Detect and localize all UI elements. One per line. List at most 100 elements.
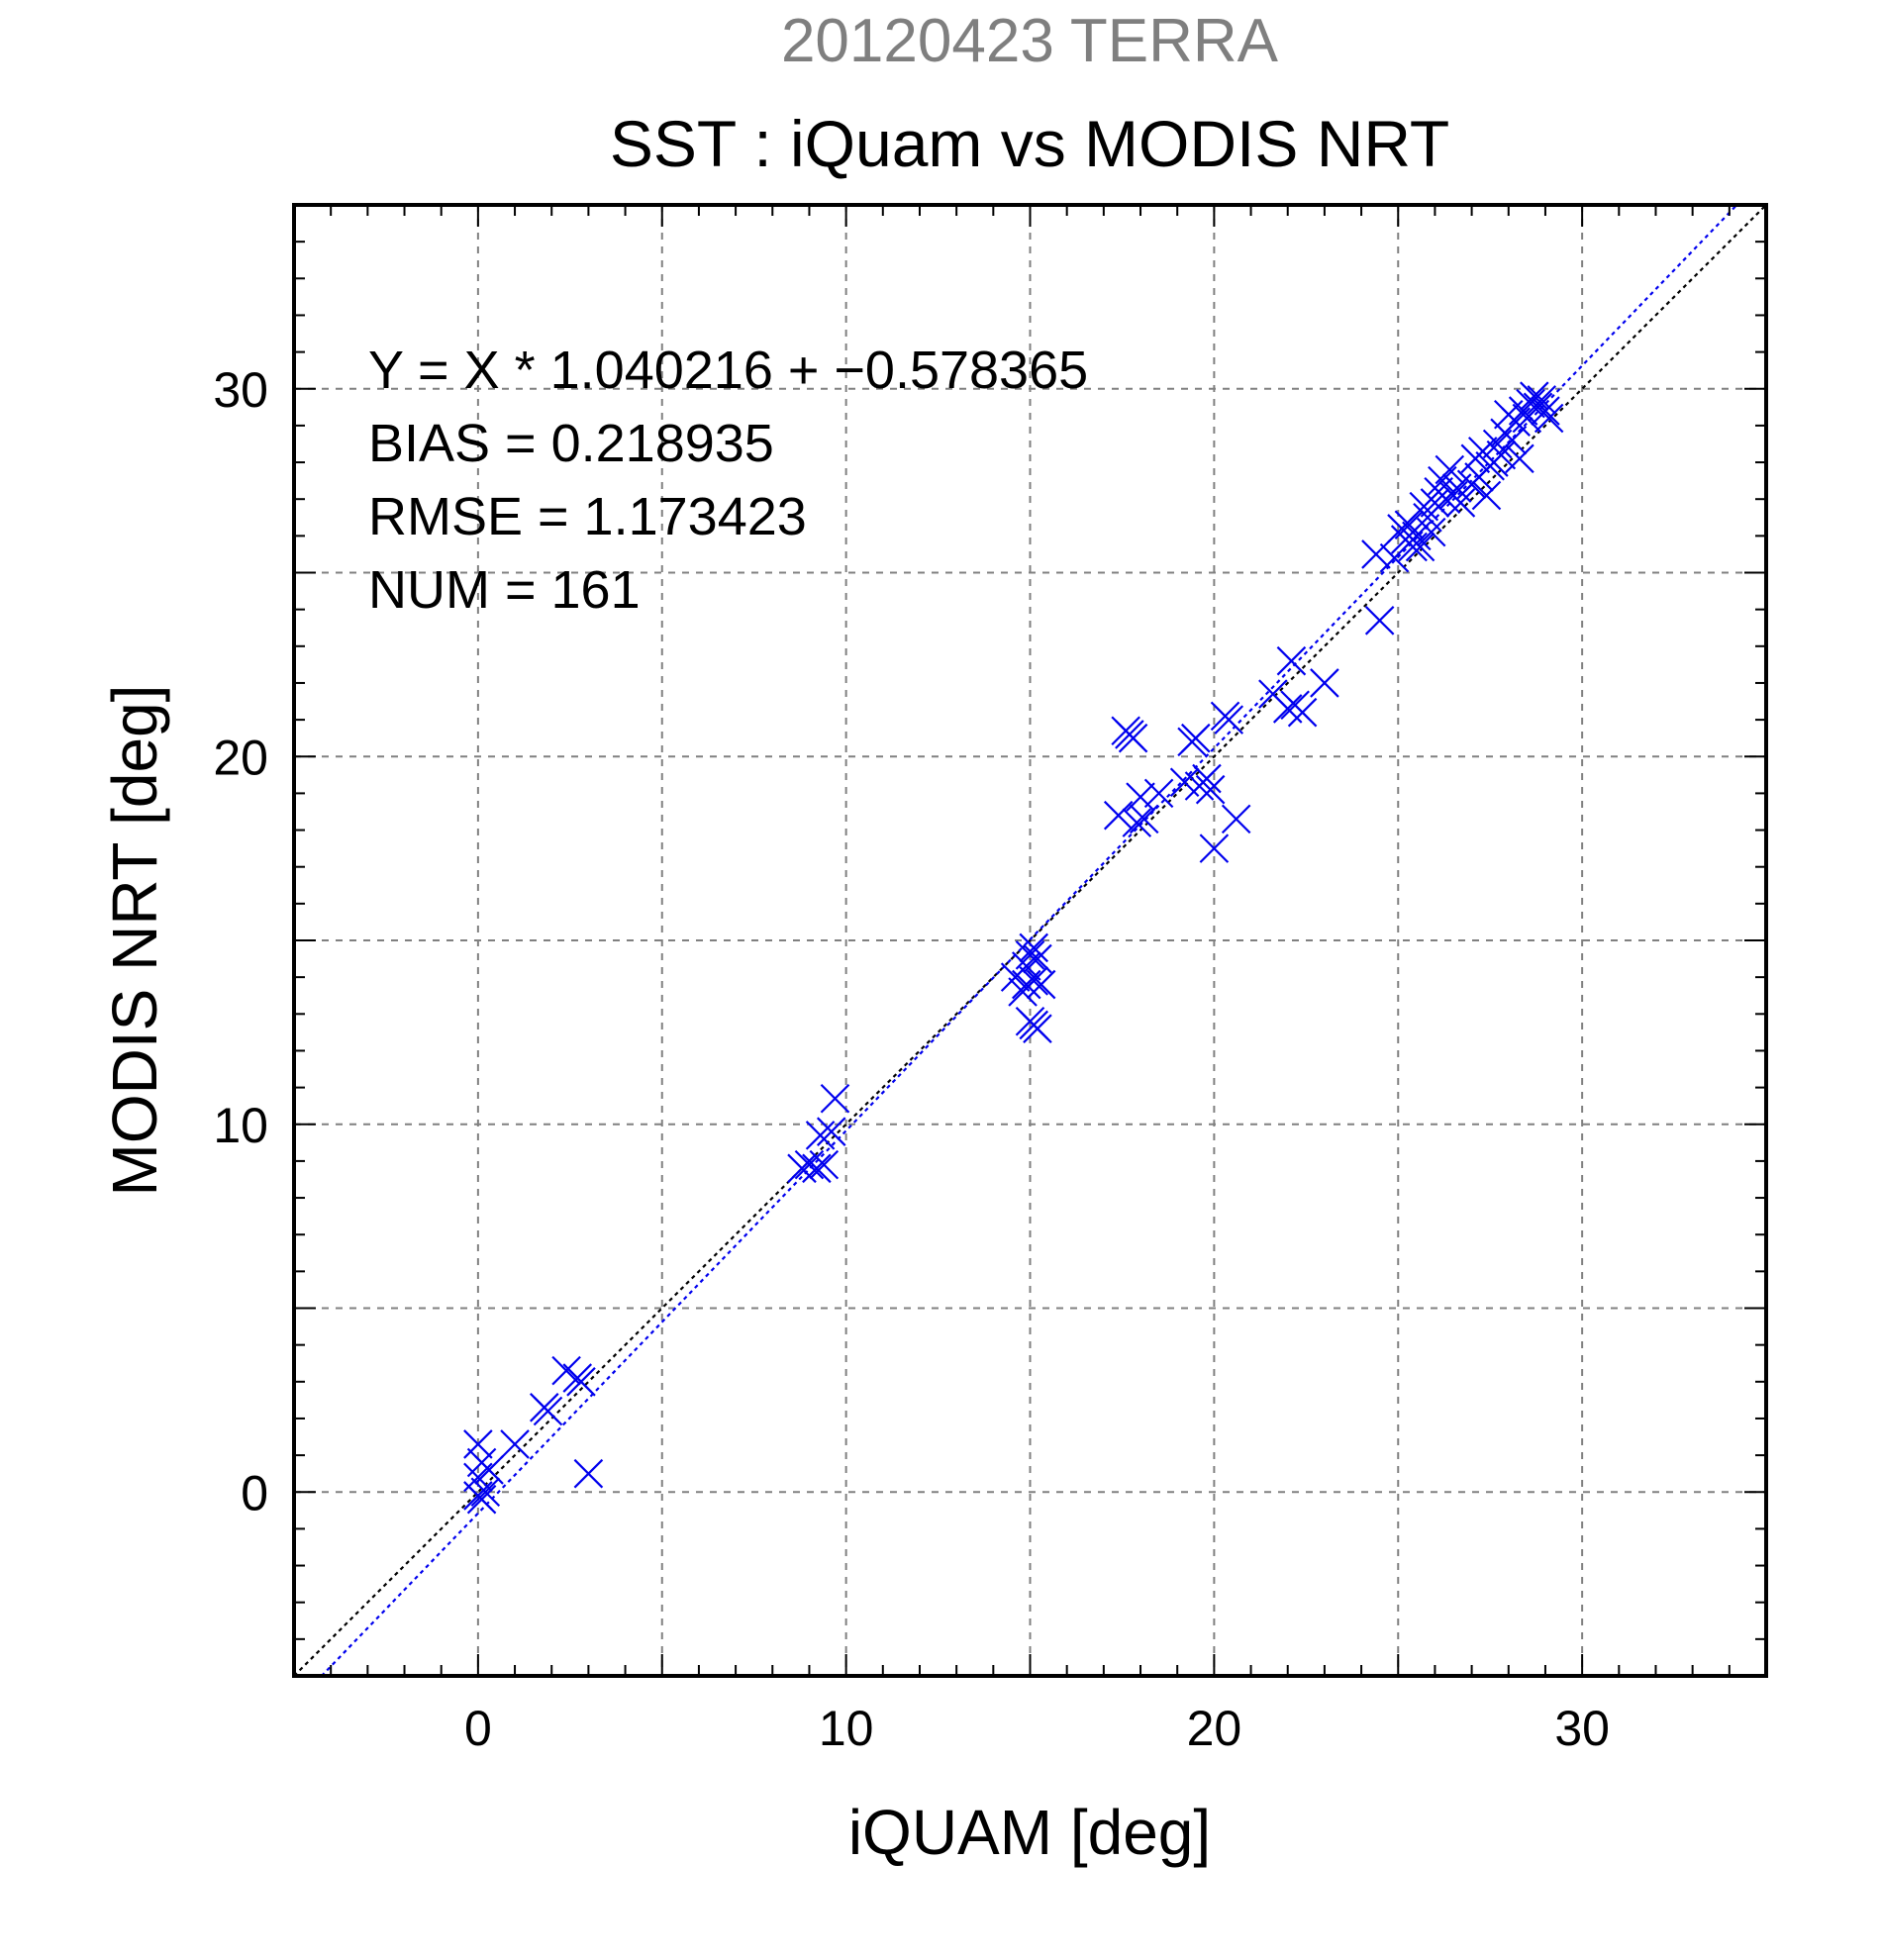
data-point-stroke: [820, 1083, 850, 1114]
data-point: [1531, 396, 1560, 426]
data-point-stroke: [1416, 517, 1446, 547]
y-tick-label: 10: [213, 1098, 268, 1153]
data-point: [1122, 808, 1152, 837]
data-point-stroke: [1118, 723, 1148, 753]
tick-labels: 0 10 20 30 0 10 20 30: [213, 362, 1610, 1756]
chart-subtitle: 20120423 TERRA: [781, 7, 1279, 75]
data-point: [1103, 800, 1134, 831]
data-point-stroke: [1516, 388, 1545, 419]
y-tick-label: 30: [213, 362, 268, 418]
data-point-stroke: [1310, 668, 1339, 698]
data-point-stroke: [1435, 454, 1465, 485]
data-point: [1361, 539, 1391, 569]
data-point-stroke: [1214, 705, 1244, 735]
data-point: [1143, 778, 1174, 809]
data-point: [463, 1481, 493, 1511]
stats-rmse: RMSE = 1.173423: [368, 487, 807, 546]
data-point: [500, 1429, 530, 1459]
data-point-stroke: [1192, 763, 1222, 794]
data-point-stroke: [1122, 808, 1152, 837]
data-point: [1416, 517, 1446, 547]
data-point-stroke: [1272, 694, 1303, 724]
data-point: [1019, 932, 1048, 963]
data-point: [1276, 645, 1307, 676]
data-point-stroke: [1012, 951, 1041, 981]
data-point: [1012, 951, 1041, 981]
data-point-stroke: [1181, 723, 1211, 753]
data-point-stroke: [1143, 778, 1174, 809]
y-tick-label: 0: [241, 1465, 268, 1520]
data-point-stroke: [1015, 940, 1045, 970]
data-point-stroke: [787, 1153, 817, 1184]
x-tick-label: 0: [464, 1701, 492, 1756]
data-point: [1398, 532, 1428, 562]
data-point-stroke: [1505, 443, 1534, 474]
data-point: [1471, 480, 1502, 511]
data-point-stroke: [551, 1355, 581, 1386]
data-point-stroke: [1527, 385, 1557, 415]
data-point: [1195, 774, 1226, 805]
data-point: [1534, 403, 1564, 434]
data-point: [474, 1455, 504, 1485]
data-point-stroke: [1497, 425, 1528, 455]
data-point-stroke: [1534, 403, 1564, 434]
y-axis-label: MODIS NRT [deg]: [99, 685, 170, 1197]
data-point: [1015, 940, 1045, 970]
data-point-stroke: [816, 1117, 846, 1146]
data-point-stroke: [1129, 804, 1159, 834]
x-tick-label: 30: [1554, 1701, 1610, 1756]
data-point-stroke: [1221, 804, 1251, 834]
data-point: [566, 1367, 596, 1397]
data-point: [573, 1458, 604, 1489]
x-axis-label: iQUAM [deg]: [848, 1797, 1211, 1868]
data-point-stroke: [1019, 932, 1048, 963]
data-point-stroke: [1398, 532, 1428, 562]
x-tick-label: 20: [1187, 1701, 1242, 1756]
data-point: [1019, 966, 1048, 996]
data-point-stroke: [1520, 381, 1549, 411]
data-point: [1214, 705, 1244, 735]
data-point-stroke: [1420, 488, 1450, 518]
data-point-stroke: [1019, 966, 1048, 996]
axis-ticks: [293, 204, 1767, 1677]
data-point-stroke: [573, 1458, 604, 1489]
data-point-stroke: [1364, 606, 1395, 636]
data-point-stroke: [805, 1121, 836, 1150]
data-point-stroke: [1026, 969, 1056, 1000]
one-to-one-line: [294, 205, 1766, 1676]
data-point: [816, 1117, 846, 1146]
data-point: [805, 1121, 836, 1150]
data-point: [794, 1149, 825, 1180]
data-points: [463, 381, 1564, 1515]
data-point: [1026, 969, 1056, 1000]
stats-bias: BIAS = 0.218935: [368, 414, 774, 473]
data-point: [809, 1149, 840, 1180]
data-point: [1420, 488, 1450, 518]
data-point: [1497, 425, 1528, 455]
y-tick-label: 20: [213, 730, 268, 785]
data-point-stroke: [809, 1149, 840, 1180]
data-point: [1023, 1014, 1052, 1043]
data-point-stroke: [1023, 1014, 1052, 1043]
stats-equation: Y = X * 1.040216 + −0.578365: [368, 341, 1088, 400]
regression-line: [320, 205, 1738, 1676]
data-point-stroke: [794, 1149, 825, 1180]
data-point: [1505, 443, 1534, 474]
data-point: [1364, 606, 1395, 636]
data-point-stroke: [1199, 833, 1230, 863]
data-point-stroke: [463, 1429, 493, 1459]
data-point-stroke: [802, 1153, 832, 1184]
data-point: [802, 1153, 832, 1184]
data-point-stroke: [1445, 488, 1476, 518]
data-point: [1192, 763, 1222, 794]
data-point: [1287, 697, 1318, 728]
data-point-stroke: [1195, 774, 1226, 805]
data-point-stroke: [1471, 480, 1502, 511]
data-point-stroke: [1486, 440, 1517, 470]
data-point-stroke: [1405, 532, 1436, 562]
data-point-stroke: [474, 1455, 504, 1485]
data-point: [1527, 385, 1557, 415]
data-point: [1199, 833, 1230, 863]
data-point-stroke: [1287, 697, 1318, 728]
